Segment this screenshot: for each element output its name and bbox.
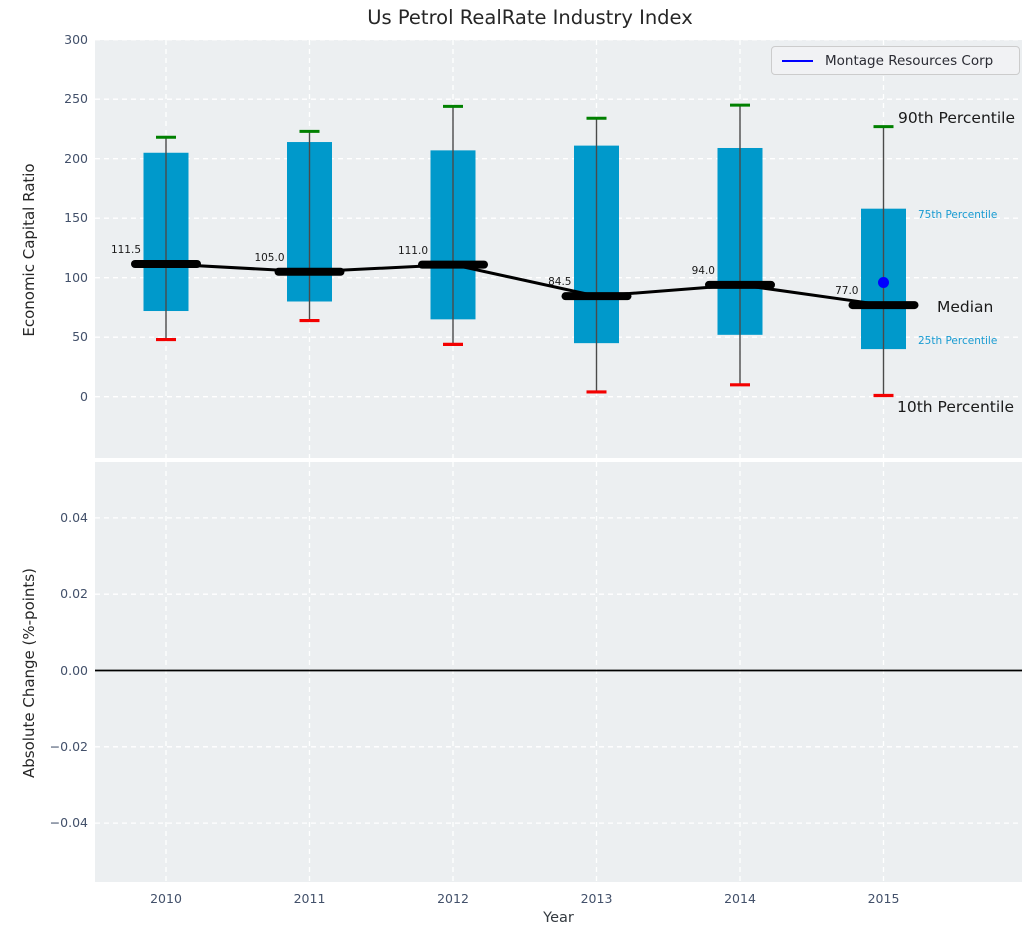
bottom-y-tick-−0.02: −0.02 <box>49 738 88 754</box>
median-value-label-2011: 105.0 <box>254 251 285 264</box>
top-y-tick-100: 100 <box>64 269 88 285</box>
x-tick-2014: 2014 <box>724 891 756 906</box>
legend: Montage Resources Corp <box>771 46 1020 75</box>
median-value-label-2015: 77.0 <box>835 285 859 298</box>
annotation-10th-percentile: 10th Percentile <box>897 398 1015 416</box>
annotation-25th-percentile: 25th Percentile <box>918 335 998 347</box>
x-axis-label: Year <box>543 910 574 926</box>
annotation-75th-percentile: 75th Percentile <box>918 209 998 221</box>
chart-title: Us Petrol RealRate Industry Index <box>367 6 693 29</box>
x-tick-2010: 2010 <box>150 891 182 906</box>
bottom-y-tick-0.04: 0.04 <box>60 509 88 525</box>
top-y-tick-300: 300 <box>64 31 88 47</box>
x-tick-2015: 2015 <box>867 891 900 906</box>
x-tick-2013: 2013 <box>580 891 613 906</box>
top-y-tick-50: 50 <box>72 329 88 345</box>
top-y-tick-250: 250 <box>64 91 88 107</box>
top-y-axis-label: Economic Capital Ratio <box>20 163 38 337</box>
legend-line-swatch <box>782 59 813 62</box>
x-tick-2012: 2012 <box>437 891 469 906</box>
annotation-90th-percentile: 90th Percentile <box>898 109 1016 127</box>
bottom-plot-background <box>95 462 1022 882</box>
company-point-2015 <box>878 276 889 288</box>
top-y-tick-150: 150 <box>64 210 88 226</box>
bottom-y-tick-0.02: 0.02 <box>60 586 88 602</box>
median-value-label-2013: 84.5 <box>548 276 572 289</box>
annotation-median: Median <box>937 298 994 316</box>
median-value-label-2014: 94.0 <box>691 264 715 277</box>
bottom-y-tick-−0.04: −0.04 <box>49 815 88 831</box>
bottom-y-tick-0.00: 0.00 <box>60 662 88 678</box>
legend-label: Montage Resources Corp <box>825 52 994 69</box>
top-y-tick-200: 200 <box>64 150 88 166</box>
x-tick-2011: 2011 <box>293 891 326 906</box>
median-value-label-2010: 111.5 <box>110 244 141 256</box>
top-y-tick-0: 0 <box>80 388 88 404</box>
median-value-label-2012: 111.0 <box>397 244 428 257</box>
